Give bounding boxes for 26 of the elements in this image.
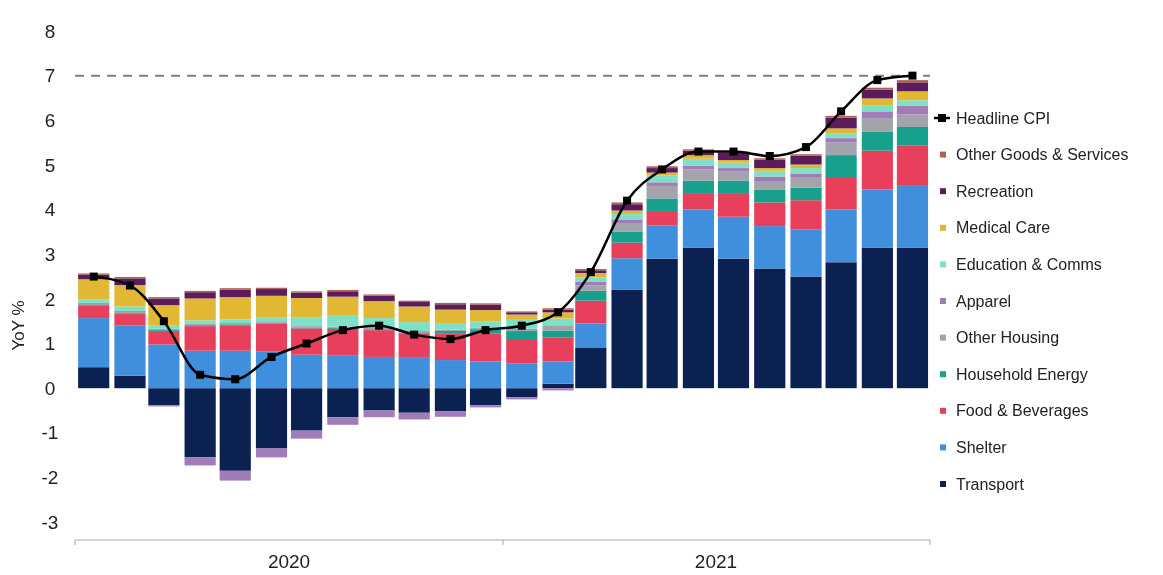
y-tick-label: 6 [44,109,56,131]
legend-label: Shelter [956,439,1008,456]
y-tick-label: 1 [44,333,56,355]
legend-label: Apparel [956,292,1012,310]
y-tick-label: 8 [44,20,56,42]
legend-label: Education & Comms [956,256,1102,273]
legend-label: Transport [956,475,1025,493]
legend-label: Headline CPI [956,109,1051,127]
y-tick-label: 3 [44,243,56,265]
legend-label: Food & Beverages [956,402,1089,420]
y-tick-label: -3 [41,511,59,533]
y-tick-label: -2 [41,467,59,489]
legend-label: Medical Care [956,219,1051,237]
x-tick-label: 2020 [267,551,311,572]
y-tick-label: 5 [44,154,56,176]
legend-label: Recreation [956,182,1034,200]
y-tick-label: -1 [41,422,59,444]
y-tick-label: 2 [44,288,56,310]
y-tick-label: 0 [44,377,56,399]
legend-label: Other Housing [956,329,1060,347]
y-tick-label: 7 [44,65,56,87]
x-tick-label: 2021 [694,551,738,572]
y-axis-title: YoY % [9,300,28,351]
legend-label: Other Goods & Services [956,146,1129,164]
legend-label: Household Energy [956,365,1088,383]
y-tick-label: 4 [44,199,56,221]
